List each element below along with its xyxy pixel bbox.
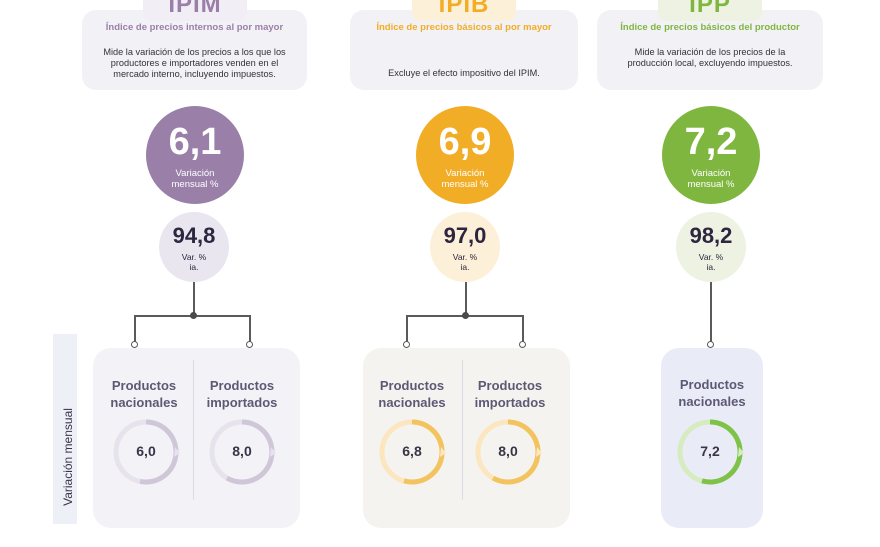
ipim-product-nacionales-value: 6,0: [136, 443, 156, 459]
ipim-connector-vertical: [193, 282, 195, 315]
ipp-monthly-value: 7,2: [684, 121, 738, 163]
ipp-yearly-value: 98,2: [689, 223, 733, 248]
ipib-product-nacionales-label: Productos nacionales: [378, 378, 446, 410]
ipim-connector-end-right: [246, 341, 253, 348]
ipib-monthly-label: Variación mensual %: [441, 168, 489, 190]
ipim-connector-right: [249, 315, 251, 342]
ipib-yearly-circle: 97,0 Var. % ia.: [430, 212, 500, 282]
ipim-title: Índice de precios internos al por mayor: [105, 22, 284, 33]
ipim-yearly-value: 94,8: [172, 223, 216, 248]
ipim-monthly-value: 6,1: [168, 121, 222, 163]
ipim-connector-dot: [190, 312, 197, 319]
ipib-yearly-label: Var. % ia.: [452, 252, 478, 272]
ipp-product-nacionales-value: 7,2: [700, 443, 720, 459]
ipim-yearly-circle: 94,8 Var. % ia.: [159, 212, 229, 282]
ipp-yearly-label: Var. % ia.: [698, 252, 724, 272]
ipib-product-importados-value: 8,0: [498, 443, 518, 459]
ipp-product-nacionales-label: Productos nacionales: [678, 377, 746, 409]
ipim-tab: IPIM: [143, 0, 247, 21]
ipim-product-nacionales-label: Productos nacionales: [110, 378, 178, 410]
ipp-title: Índice de precios básicos del productor: [620, 22, 800, 33]
ipim-monthly-circle: 6,1 Variación mensual %: [146, 106, 244, 204]
ipib-info-card: IPIB Índice de precios básicos al por ma…: [350, 0, 578, 90]
ipp-monthly-circle: 7,2 Variación mensual %: [662, 106, 760, 204]
ipim-yearly-label: Var. % ia.: [181, 252, 207, 272]
ipib-connector-dot: [462, 312, 469, 319]
ipim-info-card: IPIM Índice de precios internos al por m…: [82, 0, 307, 90]
side-label-strip: [53, 334, 77, 524]
ipib-connector-right: [522, 315, 524, 342]
ipp-products-card: [661, 348, 763, 528]
ipim-monthly-label: Variación mensual %: [171, 168, 219, 190]
ipp-connector-end: [707, 341, 714, 348]
ipib-yearly-value: 97,0: [443, 223, 487, 248]
ipib-monthly-value: 6,9: [438, 121, 492, 163]
ipib-products-divider: [462, 360, 463, 500]
ipib-description: Excluye el efecto impositivo del IPIM.: [388, 68, 540, 78]
ipim-connector-end-left: [131, 341, 138, 348]
ipib-title: Índice de precios básicos al por mayor: [376, 22, 552, 33]
ipim-products-card: [93, 348, 300, 528]
ipib-product-nacionales-ring: 6,8: [377, 417, 447, 487]
ipp-tab: IPP: [658, 0, 762, 21]
ipib-product-importados-ring: 8,0: [473, 417, 543, 487]
ipim-product-importados-label: Productos importados: [206, 378, 278, 410]
ipp-yearly-circle: 98,2 Var. % ia.: [676, 212, 746, 282]
side-label: Variación mensual: [61, 408, 75, 506]
ipp-connector-vertical: [710, 282, 712, 342]
ipib-tab: IPIB: [412, 0, 516, 21]
ipim-product-importados-ring: 8,0: [207, 417, 277, 487]
ipp-product-nacionales-ring: 7,2: [675, 417, 745, 487]
ipim-product-nacionales-ring: 6,0: [111, 417, 181, 487]
ipim-connector-left: [134, 315, 136, 342]
ipp-monthly-label: Variación mensual %: [687, 168, 735, 190]
ipib-connector-vertical: [465, 282, 467, 315]
ipib-connector-left: [406, 315, 408, 342]
ipib-product-importados-label: Productos importados: [474, 378, 546, 410]
ipib-connector-end-right: [519, 341, 526, 348]
ipib-product-nacionales-value: 6,8: [402, 443, 422, 459]
ipp-description: Mide la variación de los precios de la p…: [627, 47, 793, 68]
ipib-monthly-circle: 6,9 Variación mensual %: [416, 106, 514, 204]
ipp-info-card: IPP Índice de precios básicos del produc…: [597, 0, 823, 90]
ipim-description: Mide la variación de los precios a los q…: [103, 47, 286, 79]
ipib-connector-end-left: [403, 341, 410, 348]
ipim-product-importados-value: 8,0: [232, 443, 252, 459]
ipim-products-divider: [193, 360, 194, 500]
